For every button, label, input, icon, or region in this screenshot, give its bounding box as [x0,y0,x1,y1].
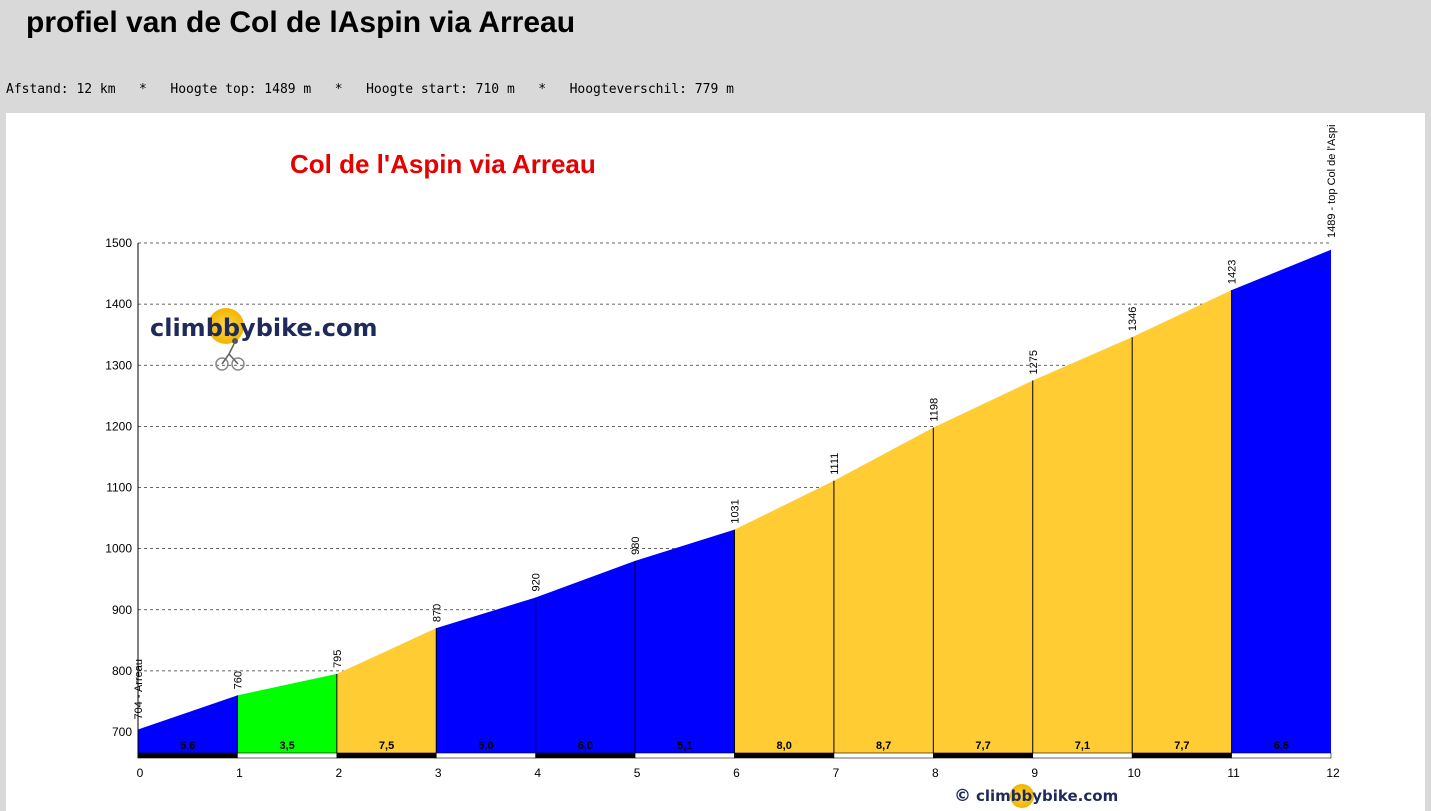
gradient-label: 5,6 [180,740,195,752]
km-bar-segment [833,752,934,759]
x-tick-label: 8 [932,766,939,780]
climbbybike-logo: climbbybike.com [150,306,410,376]
profile-segment [635,529,735,753]
x-tick-label: 9 [1031,766,1038,780]
x-tick-label: 10 [1127,766,1141,780]
gradient-label: 7,7 [1174,740,1189,752]
km-bar-segment [237,752,338,759]
gradient-label: 5,0 [478,740,493,752]
x-tick-label: 4 [534,766,541,780]
sun-icon [1010,784,1034,808]
copyright-icon: © [954,786,971,806]
elevation-label: 1111 [829,453,841,475]
profile-segment [535,560,636,753]
x-tick-label: 11 [1227,766,1240,780]
gradient-label: 8,0 [777,740,792,752]
profile-segment [933,380,1033,753]
gradient-label: 7,7 [975,740,990,752]
x-tick-label: 7 [833,766,840,780]
elevation-label: 795 [332,650,344,668]
gradient-label: 3,5 [279,740,294,752]
y-tick-label: 1200 [105,419,132,433]
km-bar-segment [535,752,636,759]
x-tick-label: 5 [634,766,641,780]
elevation-label: 1489 - top Col de l'Aspi [1326,125,1338,238]
y-tick-label: 1100 [106,481,132,495]
y-tick-label: 1400 [105,297,132,311]
copyright-text: climbbybike.com [976,787,1119,805]
km-bar-segment [734,752,835,759]
elevation-label: 870 [431,604,443,622]
km-bar-segment [435,752,536,759]
gradient-label: 6,0 [578,740,593,752]
km-bar-segment [336,752,437,759]
y-tick-label: 1300 [105,358,132,372]
km-bar-segment [634,752,735,759]
elevation-label: 920 [531,573,543,591]
km-bar-segment [1231,752,1332,759]
km-bar-segment [137,752,238,759]
x-tick-label: 0 [137,766,144,780]
gradient-label: 7,1 [1075,740,1090,752]
profile-segment [336,628,437,753]
stat-separator: * [311,82,367,97]
gradient-label: 6,6 [1274,740,1289,752]
stat-separator: * [115,82,171,97]
elevation-label: 1346 [1127,307,1139,331]
elevation-label: 1275 [1028,350,1040,374]
elevation-label: 704 - Arreau [133,659,145,720]
y-tick-label: 1000 [105,542,132,556]
km-bar-segment [933,752,1034,759]
x-tick-label: 12 [1326,766,1340,780]
y-tick-label: 800 [112,664,132,678]
y-tick-label: 1500 [105,236,132,250]
profile-segment [237,673,337,753]
km-bar-segment [1032,752,1133,759]
x-tick-label: 3 [435,766,442,780]
chart-title: Col de l'Aspin via Arreau [290,149,596,179]
stats-line: Afstand: 12 km * Hoogte top: 1489 m * Ho… [6,82,734,97]
logo-text: climbbybike.com [150,314,378,342]
stat-item: Afstand: 12 km [6,82,116,97]
stat-item: Hoogte top: 1489 m [170,82,312,97]
stat-item: Hoogteverschil: 779 m [569,82,734,97]
profile-segment [138,695,238,753]
gradient-label: 8,7 [876,740,891,752]
elevation-label: 980 [630,536,642,554]
x-tick-label: 1 [236,766,243,780]
y-tick-label: 700 [112,725,132,739]
y-tick-label: 900 [112,603,132,617]
elevation-label: 1031 [730,499,742,523]
stat-separator: * [514,82,570,97]
profile-segment [833,427,934,753]
x-tick-label: 6 [733,766,740,780]
gradient-label: 5,1 [677,740,692,752]
elevation-label: 1423 [1227,260,1239,284]
gradient-label: 7,5 [379,740,394,752]
km-bar-segment [1131,752,1232,759]
cyclist-icon [215,338,245,371]
sun-icon [208,308,244,344]
profile-segment [436,597,536,753]
profile-segment [1132,290,1232,753]
profile-segment [1032,337,1133,753]
elevation-label: 1198 [928,398,940,422]
elevation-label: 760 [232,671,244,689]
x-tick-label: 2 [335,766,342,780]
profile-segment [1231,249,1331,753]
copyright-mark: © climbbybike.com [954,784,1134,810]
profile-segment [734,480,834,753]
stat-item: Hoogte start: 710 m [366,82,515,97]
page-title: profiel van de Col de lAspin via Arreau [26,6,576,39]
